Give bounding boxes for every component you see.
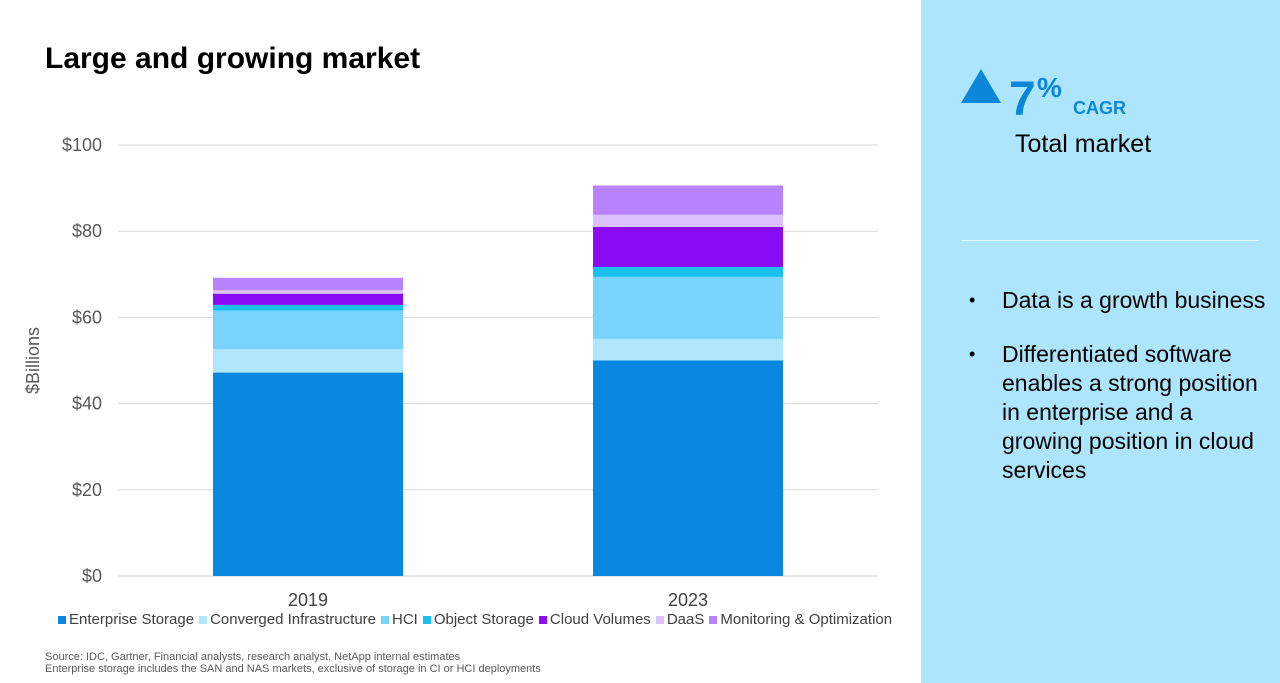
- bullet-text: Differentiated software enables a strong…: [1002, 341, 1258, 483]
- bar-segment: [593, 226, 783, 267]
- legend-swatch: [538, 615, 547, 624]
- legend-item: Enterprise Storage: [58, 611, 194, 628]
- legend-swatch: [422, 615, 431, 624]
- legend-item: Converged Infrastructure: [199, 611, 376, 628]
- total-market-label: Total market: [1015, 130, 1152, 158]
- cagr-value: 7: [1009, 73, 1036, 126]
- legend-label: Cloud Volumes: [549, 611, 651, 628]
- bar-segment: [593, 360, 783, 576]
- x-tick-label: 2019: [288, 590, 328, 610]
- page-title: Large and growing market: [45, 42, 421, 75]
- bullet-text: Data is a growth business: [1002, 287, 1266, 313]
- bar-segment: [213, 304, 403, 311]
- up-triangle-icon: [961, 69, 1001, 103]
- legend-label: Enterprise Storage: [69, 611, 195, 628]
- legend-item: DaaS: [655, 611, 705, 628]
- bar-segment: [593, 276, 783, 339]
- source-line: Source: IDC, Gartner, Financial analysts…: [45, 651, 461, 663]
- legend-swatch: [381, 615, 389, 624]
- chart-legend: Enterprise Storage Converged Infrastructu…: [58, 611, 897, 628]
- bar-segment: [213, 372, 403, 576]
- y-tick-label: $0: [82, 566, 102, 586]
- bullet-item: • Differentiated software enables a stro…: [969, 340, 1269, 485]
- bar-segment: [213, 310, 403, 350]
- bullet-list: • Data is a growth business • Differenti…: [969, 286, 1269, 510]
- legend-item: Object Storage: [422, 611, 534, 628]
- bar-segment: [593, 338, 783, 361]
- side-panel: 7 % CAGR Total market • Data is a growth…: [921, 0, 1280, 683]
- legend-swatch: [199, 615, 208, 624]
- panel-divider: [961, 240, 1259, 241]
- bullet-icon: •: [969, 290, 976, 310]
- bar-segment: [213, 290, 403, 294]
- legend-swatch: [655, 615, 664, 624]
- y-tick-label: $100: [62, 135, 102, 155]
- y-tick-label: $80: [72, 221, 102, 241]
- bullet-item: • Data is a growth business: [969, 286, 1269, 315]
- bar-segment: [593, 266, 783, 277]
- cagr-percent: %: [1037, 72, 1062, 103]
- bar-segment: [593, 214, 783, 227]
- y-tick-label: $60: [72, 307, 102, 327]
- y-tick-label: $20: [72, 480, 102, 500]
- source-note: Source: IDC, Gartner, Financial analysts…: [45, 651, 541, 675]
- y-tick-label: $40: [72, 394, 102, 414]
- legend-item: Monitoring & Optimization: [709, 611, 892, 628]
- cagr-label: CAGR: [1073, 98, 1126, 118]
- bar-segment: [213, 293, 403, 305]
- x-tick-label: 2023: [668, 590, 708, 610]
- legend-swatch: [58, 615, 66, 624]
- legend-label: Object Storage: [433, 611, 534, 628]
- y-axis-label: $Billions: [23, 327, 43, 394]
- stacked-bar-chart: $0 $20 $40 $60 $80 $100 $Billions 2019 2023: [23, 135, 878, 610]
- source-line: Enterprise storage includes the SAN and …: [45, 663, 541, 675]
- legend-label: HCI: [392, 611, 418, 628]
- bar-segment: [213, 277, 403, 291]
- legend-label: DaaS: [666, 611, 705, 628]
- legend-swatch: [709, 615, 718, 624]
- bar-segment: [593, 185, 783, 215]
- legend-item: Cloud Volumes: [538, 611, 651, 628]
- legend-label: Converged Infrastructure: [210, 611, 376, 628]
- legend-item: HCI: [381, 611, 418, 628]
- legend-label: Monitoring & Optimization: [720, 611, 893, 628]
- bullet-icon: •: [969, 344, 976, 364]
- bar-segment: [213, 349, 403, 373]
